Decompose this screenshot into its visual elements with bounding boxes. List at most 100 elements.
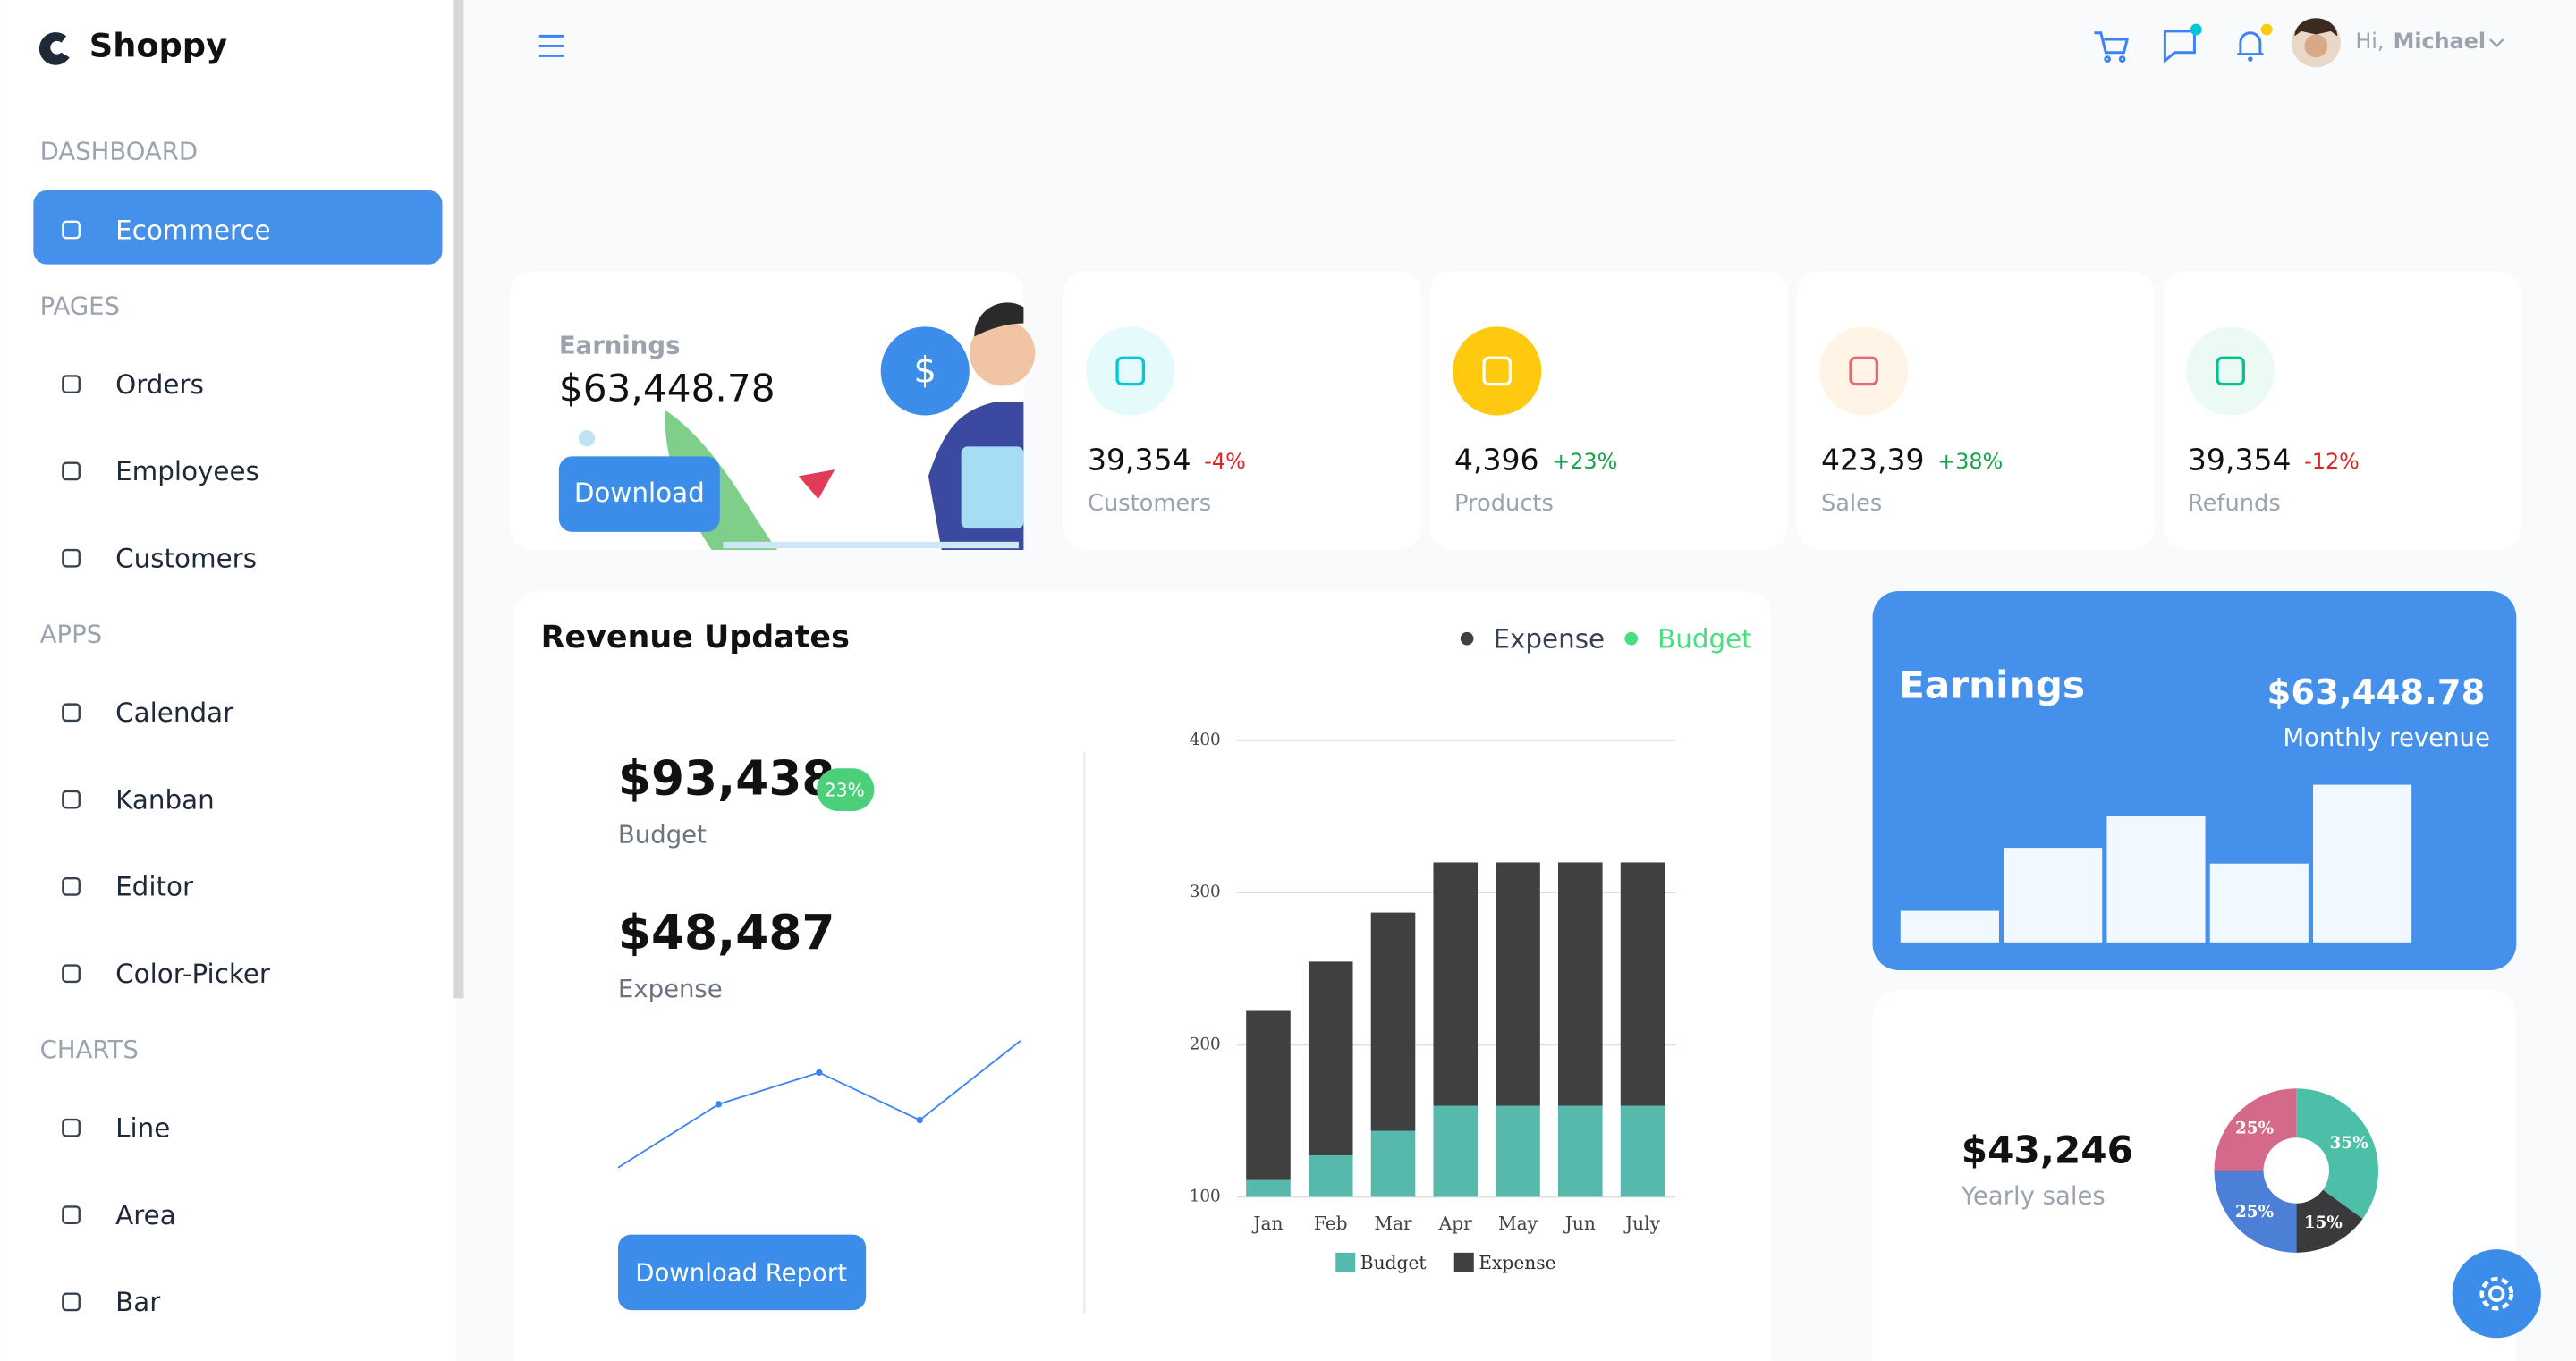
stat-value: 39,354	[2188, 442, 2292, 477]
menu-item[interactable]: Editor	[115, 872, 194, 902]
bar	[1900, 910, 1999, 943]
user-dropdown[interactable]	[2489, 38, 2504, 48]
x-tick-label: Apr	[1438, 1213, 1473, 1234]
brand-logo[interactable]	[38, 32, 70, 65]
download-report-label[interactable]: Download Report	[635, 1259, 847, 1288]
y-tick-label: 400	[1190, 731, 1221, 749]
stat-change: -4%	[1204, 449, 1245, 474]
x-tick-label: Mar	[1374, 1213, 1412, 1234]
settings-button[interactable]	[2452, 1249, 2541, 1339]
chat-icon[interactable]	[2163, 23, 2202, 64]
y-tick-label: 300	[1190, 883, 1221, 901]
bar-segment	[1308, 961, 1353, 1155]
stat-change: -12%	[2304, 449, 2360, 474]
earnings-title: Earnings	[559, 331, 681, 359]
section-title: CHARTS	[40, 1036, 139, 1064]
x-tick-label: May	[1498, 1213, 1538, 1234]
stat-icon	[1115, 356, 1146, 386]
sparkline-point	[816, 1069, 823, 1077]
pie-label: 25%	[2235, 1203, 2274, 1222]
y-tick-label: 200	[1190, 1035, 1221, 1053]
bar	[2004, 848, 2103, 943]
menu-icon	[62, 461, 80, 481]
bar-segment	[1620, 1105, 1665, 1197]
download-report-button[interactable]	[617, 1234, 867, 1311]
menu-icon	[62, 703, 80, 723]
budget-badge-text: 23%	[825, 779, 865, 800]
download-button-label[interactable]: Download	[574, 478, 705, 508]
legend-label[interactable]: Budget	[1360, 1252, 1427, 1273]
expense-amount: $48,487	[618, 905, 835, 960]
menu-item-active[interactable]	[33, 190, 443, 265]
legend-expense[interactable]: Expense	[1493, 624, 1605, 655]
bar-segment	[1370, 1130, 1416, 1197]
menu-item[interactable]: Ecommerce	[115, 215, 271, 245]
menu-item[interactable]: Calendar	[115, 697, 234, 728]
bar-segment	[1496, 1105, 1540, 1197]
pie-slice	[2214, 1088, 2297, 1171]
pie-label: 25%	[2235, 1119, 2274, 1137]
legend-label[interactable]: Expense	[1479, 1252, 1555, 1273]
menu-item[interactable]: Area	[115, 1200, 176, 1230]
menu-item[interactable]: Customers	[115, 544, 257, 574]
brand[interactable]: Shoppy	[89, 27, 227, 65]
menu-item[interactable]: Line	[115, 1113, 170, 1144]
bar-segment	[1496, 862, 1540, 1106]
stat-icon-bg[interactable]	[1819, 326, 1909, 416]
stat-value: 423,39	[1821, 442, 1925, 477]
sparkline-point	[916, 1116, 923, 1124]
notification-icon[interactable]	[2237, 23, 2273, 62]
pie-label: 15%	[2304, 1213, 2343, 1232]
expense-label: Expense	[618, 975, 723, 1003]
stat-value: 39,354	[1088, 442, 1191, 477]
legend-budget[interactable]: Budget	[1657, 624, 1752, 655]
revenue-title: Revenue Updates	[541, 620, 850, 655]
menu-item[interactable]: Bar	[115, 1287, 161, 1317]
greeting: Hi,	[2355, 29, 2384, 54]
stat-icon-bg[interactable]	[2186, 326, 2275, 416]
menu-icon	[62, 1292, 80, 1312]
earnings-amount: $63,448.78	[559, 366, 775, 410]
bar-segment	[1246, 1010, 1291, 1180]
stat-icon	[2216, 356, 2245, 386]
stat-change: +38%	[1937, 449, 2003, 474]
menu-icon	[62, 790, 80, 809]
pie-slice	[2214, 1171, 2297, 1253]
menu-item[interactable]: Employees	[115, 456, 259, 486]
bar	[2106, 816, 2206, 943]
yearly-card	[1872, 990, 2517, 1361]
menu-item[interactable]: Kanban	[115, 784, 215, 815]
bar-segment	[1433, 1105, 1479, 1197]
cart-icon[interactable]	[2094, 31, 2130, 63]
stat-change: +23%	[1552, 449, 1617, 474]
x-tick-label: Jan	[1251, 1213, 1283, 1234]
sidebar-scrollbar	[453, 0, 464, 999]
user-name[interactable]: Michael	[2394, 29, 2487, 54]
stat-label: Customers	[1088, 490, 1211, 517]
menu-button[interactable]	[538, 34, 564, 57]
bar-segment	[1558, 1105, 1603, 1197]
dollar-symbol: $	[913, 350, 936, 392]
pie-slice	[2296, 1088, 2379, 1219]
download-button[interactable]	[558, 456, 720, 532]
bar-segment	[1308, 1154, 1353, 1197]
menu-icon	[62, 220, 80, 240]
bar-segment	[1558, 862, 1603, 1106]
menu-icon	[62, 548, 80, 568]
dollar-badge	[880, 326, 970, 416]
stat-icon-bg[interactable]	[1453, 326, 1542, 416]
budget-badge	[817, 768, 875, 811]
legend-icon	[1453, 1252, 1474, 1272]
stat-value: 4,396	[1454, 442, 1539, 477]
x-tick-label: Feb	[1314, 1213, 1348, 1234]
pie-slice	[2296, 1189, 2363, 1253]
pie-label: 35%	[2330, 1134, 2368, 1153]
yearly-label: Yearly sales	[1961, 1181, 2106, 1210]
stat-icon-bg[interactable]	[1086, 326, 1175, 416]
menu-item[interactable]: Color-Picker	[115, 959, 271, 989]
menu-item[interactable]: Orders	[115, 369, 204, 400]
legend-icon	[1335, 1252, 1356, 1272]
bar-segment	[1370, 912, 1416, 1131]
avatar[interactable]	[2291, 18, 2341, 68]
